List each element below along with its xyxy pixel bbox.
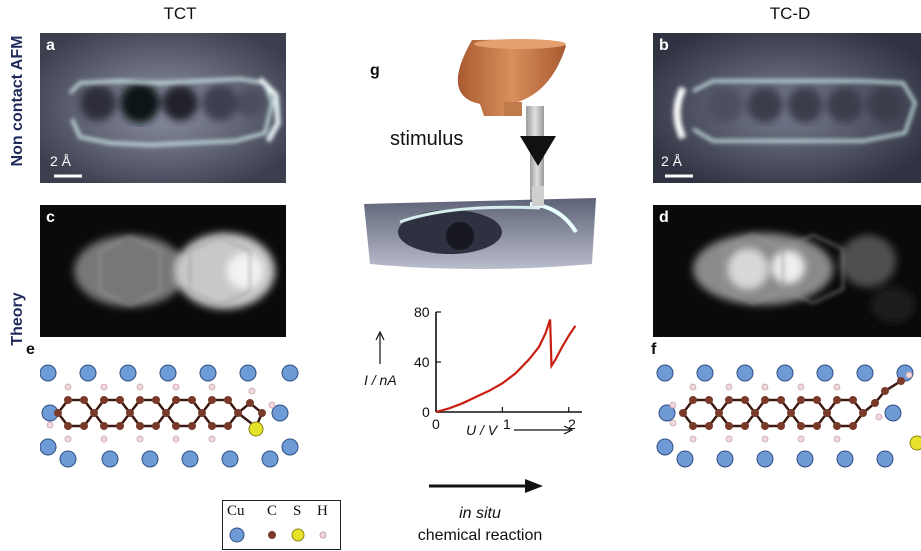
reaction-label-insitu: in situ <box>459 505 501 522</box>
iv-chart: 0 40 80 0 1 2 I / nA U / V <box>360 296 590 446</box>
legend-s-icon <box>291 528 305 542</box>
legend-c: C <box>267 503 278 519</box>
afm-image-tcd: b 2 Å <box>653 33 921 183</box>
legend-cu-icon <box>229 527 245 543</box>
xtick-0: 0 <box>432 416 440 432</box>
panel-label-d: d <box>659 209 669 226</box>
panel-label-f: f <box>651 341 657 358</box>
afm-image-tct: a 2 Å <box>40 33 286 183</box>
column-title-tct: TCT <box>163 4 197 23</box>
stimulus-label: stimulus <box>390 128 464 150</box>
ytick-0: 0 <box>422 404 430 420</box>
reaction-arrow <box>425 478 545 494</box>
panel-label-g: g <box>370 62 380 79</box>
legend-c-icon <box>268 531 276 539</box>
molecule-model-tct: e <box>26 341 302 475</box>
legend-cu: Cu <box>227 503 245 519</box>
scale-bar-label-a: 2 Å <box>50 153 72 169</box>
panel-label-b: b <box>659 37 669 54</box>
legend-s: S <box>293 503 302 519</box>
ytick-40: 40 <box>414 354 430 370</box>
panel-label-a: a <box>46 37 55 54</box>
row-title-afm: Non contact AFM <box>9 35 26 167</box>
cu-atoms <box>39 364 299 468</box>
panel-label-e: e <box>26 341 35 358</box>
ytick-80: 80 <box>414 304 430 320</box>
theory-image-tcd: d <box>653 205 921 337</box>
iv-curve <box>435 319 577 414</box>
legend-h: H <box>317 503 328 519</box>
molecule-model-tcd: f <box>651 341 921 475</box>
panel-label-c: c <box>46 209 55 226</box>
xtick-1: 1 <box>503 416 511 432</box>
axis-arrows <box>375 330 574 435</box>
legend-h-icon <box>319 531 327 539</box>
column-title-tcd: TC-D <box>769 4 811 23</box>
atom-legend: Cu C S H <box>222 500 341 550</box>
xtick-2: 2 <box>568 416 576 432</box>
row-title-theory: Theory <box>9 292 26 346</box>
scale-bar-label-b: 2 Å <box>661 153 683 169</box>
reaction-label-chemical: chemical reaction <box>417 527 543 544</box>
x-axis-label: U / V <box>466 422 498 438</box>
theory-image-tct: c <box>40 205 286 337</box>
afm-tip-illustration <box>360 36 600 281</box>
y-axis-label: I / nA <box>364 372 397 388</box>
